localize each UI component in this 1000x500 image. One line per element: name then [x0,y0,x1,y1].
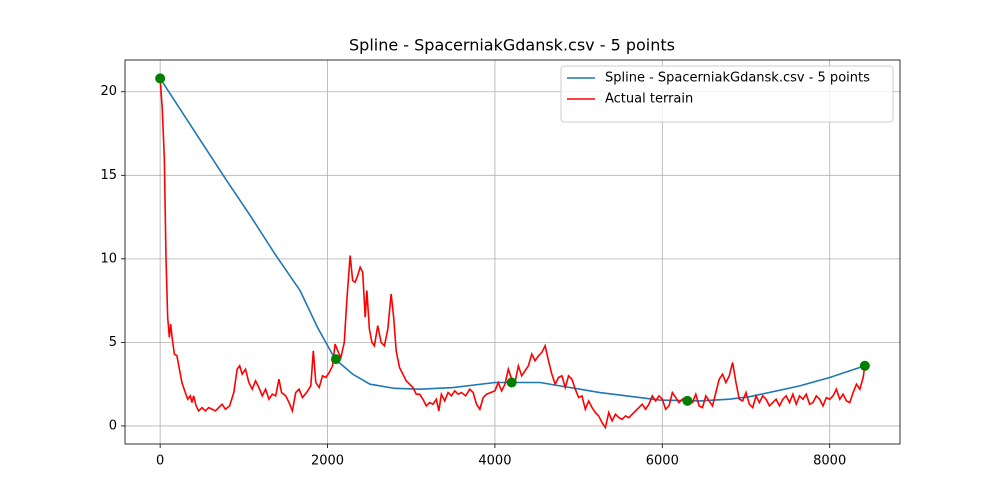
legend-label: Spline - SpacerniakGdansk.csv - 5 points [605,71,870,86]
x-tick-label: 4000 [478,454,511,469]
control-point [506,377,517,388]
legend: Spline - SpacerniakGdansk.csv - 5 points… [560,65,894,123]
x-tick-label: 2000 [311,454,344,469]
y-tick-label: 5 [109,335,117,350]
line-series [159,77,866,402]
y-tick-label: 20 [100,84,117,99]
plot-layer [155,73,870,430]
legend-label: Actual terrain [605,92,693,107]
legend-box [560,65,894,123]
x-tick-label: 8000 [813,454,846,469]
y-tick-label: 15 [100,168,117,183]
control-point [330,354,341,365]
x-tick-label: 6000 [646,454,679,469]
chart-title: Spline - SpacerniakGdansk.csv - 5 points [349,36,675,55]
control-point [155,73,166,84]
control-point [859,360,870,371]
y-tick-label: 10 [100,251,117,266]
x-tick-label: 0 [156,454,164,469]
y-tick-label: 0 [109,418,117,433]
axes-frame [124,59,901,445]
line-series [159,78,866,430]
control-point [682,395,693,406]
